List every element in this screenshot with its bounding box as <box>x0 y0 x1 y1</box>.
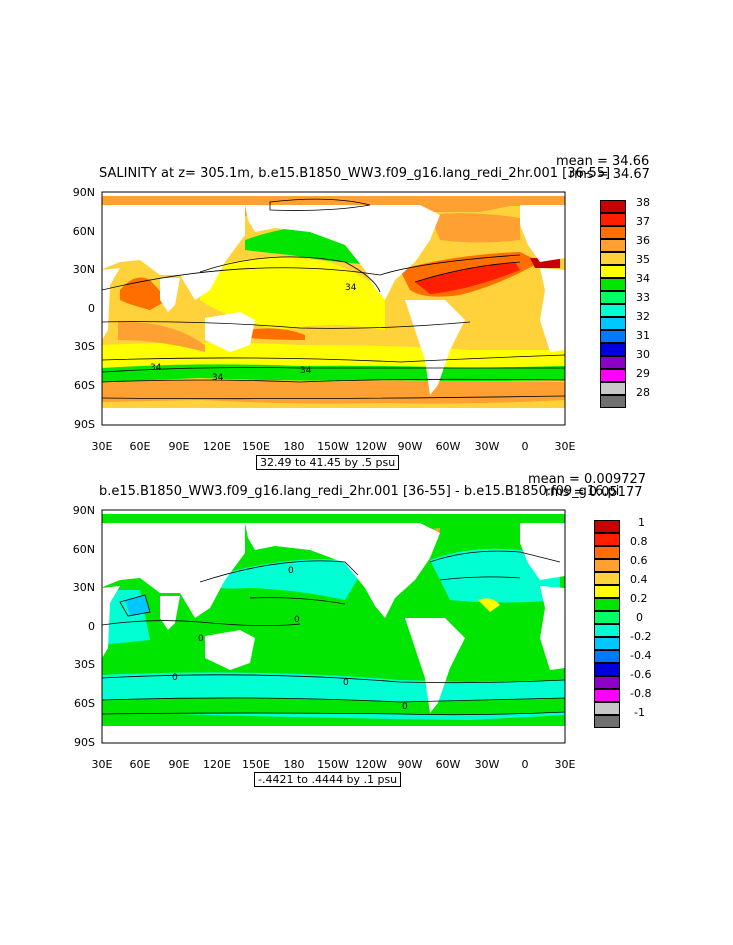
colorbar-label: 29 <box>636 367 650 380</box>
colorbar-label: 30 <box>636 348 650 361</box>
land-asia <box>102 205 245 300</box>
svg-text:60W: 60W <box>436 758 461 771</box>
land-africa-east <box>540 268 565 352</box>
colorbar-label: -0.6 <box>630 668 652 681</box>
svg-text:120W: 120W <box>355 758 387 771</box>
colorbar-label: 0 <box>636 611 643 624</box>
land-australia <box>205 312 255 352</box>
colorbar-label: 0.6 <box>630 554 648 567</box>
contour-label: 34 <box>212 373 224 383</box>
svg-text:30E: 30E <box>92 758 113 771</box>
colorbar-label: 37 <box>636 215 650 228</box>
svg-text:90N: 90N <box>73 186 95 199</box>
lon-axis: 30E 60E 90E 120E 150E 180 150W 120W 90W … <box>92 758 576 771</box>
colorbar-label: 31 <box>636 329 650 342</box>
svg-text:30W: 30W <box>475 440 500 453</box>
svg-text:60S: 60S <box>74 697 95 710</box>
contour-label: 0 <box>294 615 300 625</box>
svg-text:30S: 30S <box>74 340 95 353</box>
colorbar-label: 0.4 <box>630 573 648 586</box>
svg-text:60N: 60N <box>73 543 95 556</box>
lat-axis: 90N 60N 30N 0 30S 60S 90S <box>73 504 95 749</box>
svg-text:180: 180 <box>284 758 305 771</box>
svg-text:90W: 90W <box>398 758 423 771</box>
svg-text:150E: 150E <box>242 758 270 771</box>
land-europe-africa <box>520 205 565 262</box>
salinity-map: 34 34 34 34 90N 60N 30N 0 30S 60S 90S 30… <box>73 186 576 453</box>
svg-text:30N: 30N <box>73 263 95 276</box>
svg-text:30E: 30E <box>555 440 576 453</box>
svg-text:120E: 120E <box>203 440 231 453</box>
svg-text:90E: 90E <box>169 440 190 453</box>
svg-text:30E: 30E <box>92 440 113 453</box>
contour-label: 0 <box>288 566 294 576</box>
difference-map: 0 0 0 0 0 0 90N 60N 30N 0 30S 60S 90S 30… <box>73 504 576 771</box>
lat-axis: 90N 60N 30N 0 30S 60S 90S <box>73 186 95 431</box>
svg-text:60S: 60S <box>74 379 95 392</box>
land-india <box>160 278 180 312</box>
svg-text:30N: 30N <box>73 581 95 594</box>
colorbar-label: 28 <box>636 386 650 399</box>
contour-label: 34 <box>345 283 357 293</box>
colorbar-label: -0.2 <box>630 630 652 643</box>
mean-label: mean = 34.66 <box>556 154 650 169</box>
svg-text:90E: 90E <box>169 758 190 771</box>
colorbar-label: 33 <box>636 291 650 304</box>
colorbar-label: 36 <box>636 234 650 247</box>
svg-text:60E: 60E <box>130 440 151 453</box>
colorbar-label: 35 <box>636 253 650 266</box>
contour-label: 0 <box>343 678 349 688</box>
svg-text:120E: 120E <box>203 758 231 771</box>
colorbar-label: 38 <box>636 196 650 209</box>
mean-label: mean = 0.009727 <box>528 472 647 487</box>
svg-text:150W: 150W <box>317 758 349 771</box>
colorbar-label: 0.8 <box>630 535 648 548</box>
svg-text:90W: 90W <box>398 440 423 453</box>
svg-text:30W: 30W <box>475 758 500 771</box>
range-label: -.4421 to .4444 by .1 psu <box>254 772 402 787</box>
svg-text:150W: 150W <box>317 440 349 453</box>
map-title: SALINITY at z= 305.1m, b.e15.B1850_WW3.f… <box>99 166 611 181</box>
contour-labels: 0 0 0 0 0 0 <box>172 566 408 712</box>
svg-text:0: 0 <box>88 302 95 315</box>
map-frame <box>101 191 566 426</box>
contour-label: 0 <box>172 673 178 683</box>
contour-label: 0 <box>198 634 204 644</box>
colorbar-label: 1 <box>638 516 645 529</box>
svg-text:180: 180 <box>284 440 305 453</box>
rms-label: rms = 0.05177 <box>545 485 643 500</box>
svg-text:120W: 120W <box>355 440 387 453</box>
contour-label: 34 <box>150 363 162 373</box>
svg-text:60E: 60E <box>130 758 151 771</box>
lon-axis: 30E 60E 90E 120E 150E 180 150W 120W 90W … <box>92 440 576 453</box>
svg-text:30E: 30E <box>555 758 576 771</box>
contour-labels: 34 34 34 34 <box>150 283 357 383</box>
colorbar-label: -0.8 <box>630 687 652 700</box>
svg-text:90S: 90S <box>74 418 95 431</box>
svg-text:0: 0 <box>88 620 95 633</box>
colorbar-label: 0.2 <box>630 592 648 605</box>
range-label: 32.49 to 41.45 by .5 psu <box>256 455 400 470</box>
svg-text:0: 0 <box>522 758 529 771</box>
colorbar-label: -0.4 <box>630 649 652 662</box>
svg-text:150E: 150E <box>242 440 270 453</box>
svg-text:60N: 60N <box>73 225 95 238</box>
colorbar-label: -1 <box>634 706 645 719</box>
colorbar-label: 34 <box>636 272 650 285</box>
svg-text:60W: 60W <box>436 440 461 453</box>
map-title: b.e15.B1850_WW3.f09_g16.lang_redi_2hr.00… <box>99 484 620 499</box>
map-frame <box>101 509 566 744</box>
svg-text:90S: 90S <box>74 736 95 749</box>
contour-label: 0 <box>402 702 408 712</box>
svg-text:0: 0 <box>522 440 529 453</box>
colorbar-label: 32 <box>636 310 650 323</box>
svg-text:30S: 30S <box>74 658 95 671</box>
rms-label: rms = 34.67 <box>569 167 650 182</box>
svg-text:90N: 90N <box>73 504 95 517</box>
land-north-america <box>245 205 440 300</box>
land-antarctica <box>102 408 565 425</box>
contour-label: 34 <box>300 366 312 376</box>
